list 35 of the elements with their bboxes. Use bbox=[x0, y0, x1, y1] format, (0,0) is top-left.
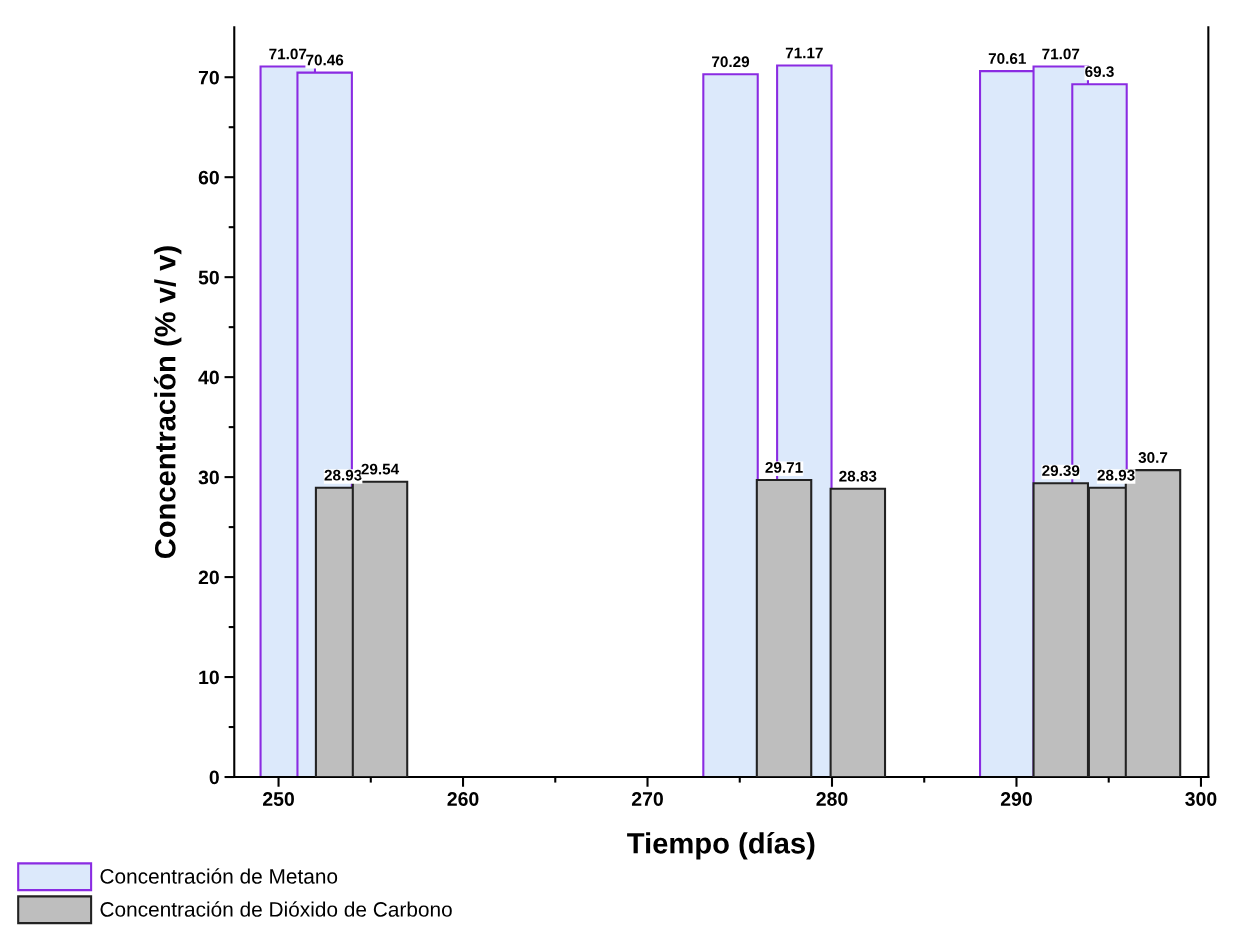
y-tick-label: 60 bbox=[198, 170, 219, 185]
x-axis-title: Tiempo (días) bbox=[627, 831, 815, 860]
x-tick-label: 260 bbox=[447, 792, 479, 806]
data-label: 29.54 bbox=[361, 463, 400, 475]
data-label: 28.93 bbox=[1097, 469, 1135, 481]
y-tick-label: 40 bbox=[198, 370, 219, 385]
data-label: 70.46 bbox=[306, 54, 344, 66]
data-label: 71.17 bbox=[785, 47, 823, 59]
y-tick-label: 70 bbox=[198, 70, 219, 85]
data-label: 28.83 bbox=[839, 470, 877, 482]
y-tick-label: 20 bbox=[198, 570, 219, 585]
data-label: 70.29 bbox=[712, 56, 750, 68]
data-label: 70.61 bbox=[988, 53, 1026, 64]
data-label: 71.07 bbox=[1042, 48, 1080, 60]
legend-label: Concentración de Metano bbox=[100, 868, 338, 884]
x-tick-label: 290 bbox=[1000, 792, 1032, 806]
data-label: 29.71 bbox=[765, 462, 803, 473]
data-label: 69.3 bbox=[1085, 66, 1114, 78]
y-tick-label: 0 bbox=[209, 770, 219, 785]
x-tick-label: 300 bbox=[1185, 792, 1217, 806]
x-tick-label: 270 bbox=[631, 792, 663, 806]
data-label: 30.7 bbox=[1138, 452, 1168, 463]
bar bbox=[702, 73, 759, 778]
bar bbox=[829, 487, 887, 778]
legend-label: Concentración de Dióxido de Carbono bbox=[100, 901, 452, 917]
x-tick-label: 250 bbox=[263, 792, 294, 806]
y-tick-label: 30 bbox=[198, 470, 219, 485]
data-label: 29.39 bbox=[1042, 465, 1080, 477]
y-tick-label: 10 bbox=[199, 670, 219, 685]
bar bbox=[755, 478, 813, 778]
data-label: 28.93 bbox=[324, 469, 362, 481]
data-label: 71.07 bbox=[269, 48, 307, 60]
x-tick-label: 280 bbox=[816, 792, 848, 806]
y-axis-title: Concentración (% v/ v) bbox=[153, 246, 182, 559]
y-tick-label: 50 bbox=[198, 270, 219, 285]
